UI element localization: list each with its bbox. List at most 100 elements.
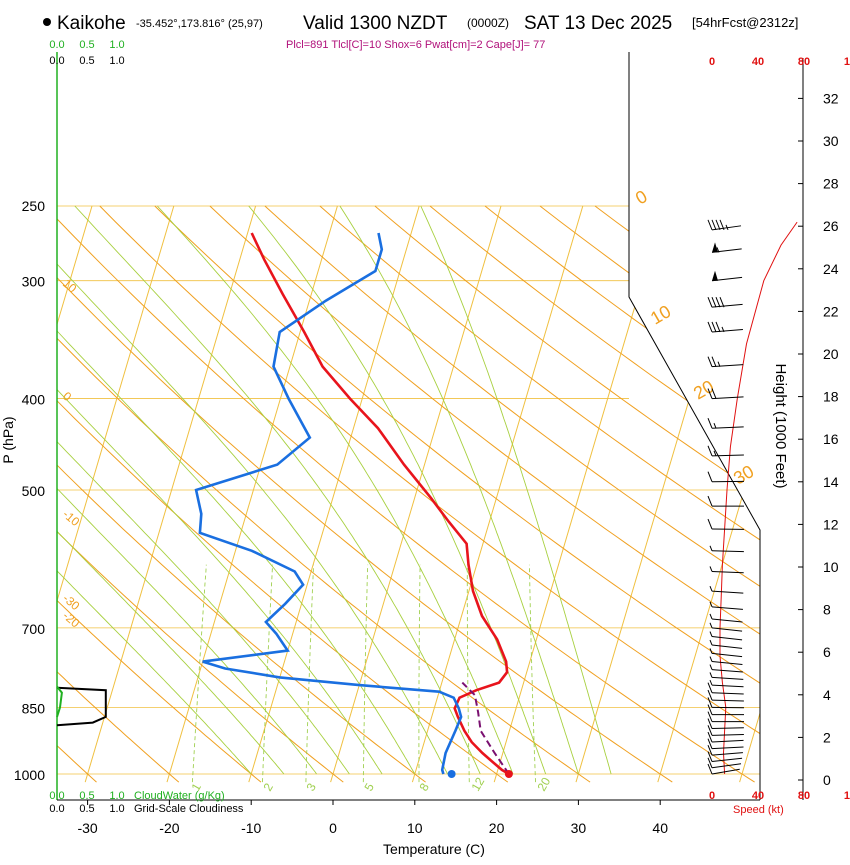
wind-barb bbox=[708, 690, 744, 701]
barb-full bbox=[708, 220, 712, 230]
mixing-ratio-line bbox=[529, 565, 535, 782]
valid-time: Valid 1300 NZDT bbox=[303, 13, 448, 34]
wind-barb bbox=[708, 220, 741, 230]
barb-feathers bbox=[710, 623, 712, 628]
barb-staff bbox=[712, 455, 744, 456]
temp-tick-label: 40 bbox=[652, 820, 668, 836]
barb-half bbox=[710, 586, 712, 591]
barb-full bbox=[716, 220, 720, 230]
cloud-panel: 0.00.00.50.51.01.00.00.00.50.51.01.0Clou… bbox=[49, 39, 244, 815]
barb-staff bbox=[712, 693, 744, 694]
barb-staff bbox=[712, 685, 744, 687]
barb-feathers bbox=[710, 665, 712, 670]
barb-staff bbox=[712, 670, 743, 672]
barb-staff bbox=[712, 735, 744, 736]
height-tick-label: 28 bbox=[823, 176, 839, 192]
wind-barb bbox=[710, 672, 743, 679]
pressure-tick-label: 300 bbox=[22, 274, 46, 290]
adiabat-label: 0 bbox=[632, 186, 651, 208]
barb-feathers bbox=[708, 322, 724, 332]
cloud-cover-profile bbox=[57, 688, 106, 726]
wind-barb bbox=[708, 739, 744, 749]
cloud-water-tick-top: 0.0 bbox=[49, 39, 64, 51]
barb-half bbox=[710, 640, 712, 645]
pressure-tick-label: 500 bbox=[22, 483, 46, 499]
barb-feathers bbox=[710, 640, 712, 645]
y-axis-label: P (hPa) bbox=[0, 416, 16, 463]
wind-barb bbox=[710, 602, 743, 609]
barb-half bbox=[710, 672, 712, 677]
header: Kaikohe -35.452°,173.816° (25,97) Valid … bbox=[43, 13, 798, 51]
station-dot-icon bbox=[43, 18, 51, 26]
height-tick-label: 26 bbox=[823, 218, 839, 234]
barb-full bbox=[716, 297, 720, 307]
pressure-tick-label: 1000 bbox=[14, 767, 45, 783]
temp-tick-label: 0 bbox=[329, 820, 337, 836]
temp-tick-label: 30 bbox=[571, 820, 587, 836]
wind-panel bbox=[708, 220, 797, 774]
barb-feathers bbox=[708, 357, 720, 367]
height-axis-label: Height (1000 Feet) bbox=[772, 363, 789, 488]
barb-staff bbox=[712, 645, 742, 648]
speed-tick-label: 12 bbox=[844, 56, 850, 68]
barb-staff bbox=[712, 753, 743, 755]
height-tick-label: 24 bbox=[823, 261, 839, 277]
adiabat-label: 10 bbox=[647, 301, 674, 328]
speed-tick-label: 80 bbox=[798, 790, 810, 802]
forecast-run: [54hrFcst@2312z] bbox=[692, 15, 798, 30]
barb-feathers bbox=[710, 566, 712, 571]
wind-barb bbox=[708, 322, 743, 332]
dry-adiabat bbox=[0, 206, 672, 782]
isotherm-line bbox=[85, 206, 255, 782]
barb-feathers bbox=[708, 446, 716, 456]
mixing-ratio-line bbox=[419, 565, 420, 782]
sounding-curves bbox=[196, 233, 513, 778]
mixing-ratio-label: 5 bbox=[361, 780, 377, 793]
wind-barb bbox=[712, 271, 742, 281]
pressure-tick-label: 850 bbox=[22, 700, 46, 716]
plot-right-boundary bbox=[629, 52, 760, 800]
wind-barb bbox=[708, 519, 744, 529]
adiabat-label: 20 bbox=[690, 376, 717, 403]
wind-barb bbox=[710, 623, 742, 631]
dry-adiabat bbox=[760, 206, 850, 782]
barb-staff bbox=[712, 551, 744, 552]
mixing-ratio-label: 20 bbox=[534, 775, 553, 794]
dry-adiabat bbox=[210, 206, 850, 782]
height-tick-label: 20 bbox=[823, 346, 839, 362]
height-tick-label: 8 bbox=[823, 602, 831, 618]
valid-utc: (0000Z) bbox=[467, 16, 509, 30]
barb-staff bbox=[712, 747, 744, 749]
speed-tick-label: 80 bbox=[798, 56, 810, 68]
barb-half bbox=[710, 546, 712, 551]
barb-feathers bbox=[708, 519, 712, 529]
x-axis-label: Temperature (C) bbox=[383, 841, 485, 857]
series-temperature bbox=[252, 233, 509, 774]
isotherm-label: 10 bbox=[60, 276, 79, 296]
temp-tick-label: 10 bbox=[407, 820, 423, 836]
wind-barb bbox=[708, 745, 743, 755]
wind-barb bbox=[712, 242, 742, 252]
dry-adiabat bbox=[0, 206, 508, 782]
series-dewpoint bbox=[196, 233, 461, 774]
barb-staff bbox=[712, 427, 744, 428]
cloud-cover-tick-bottom: 0.0 bbox=[49, 803, 64, 815]
isotherm-line bbox=[740, 206, 850, 782]
barb-staff bbox=[712, 628, 742, 631]
height-tick-label: 4 bbox=[823, 687, 831, 703]
barb-full bbox=[712, 220, 716, 230]
mixing-ratio-label: 12 bbox=[468, 775, 487, 794]
wind-barb bbox=[710, 640, 742, 648]
wind-barb bbox=[708, 725, 744, 735]
cloud-water-tick-bottom: 0.0 bbox=[49, 790, 64, 802]
station-coords: -35.452°,173.816° (25,97) bbox=[136, 18, 263, 30]
height-tick-label: 2 bbox=[823, 729, 831, 745]
barb-full bbox=[708, 472, 712, 482]
cloud-cover-tick-top: 0.5 bbox=[79, 55, 94, 67]
barb-full bbox=[708, 496, 712, 506]
barb-feathers bbox=[708, 472, 712, 482]
mixing-ratio-label: 8 bbox=[416, 780, 432, 793]
cloud-water-tick-bottom: 0.5 bbox=[79, 790, 94, 802]
speed-tick-label: 40 bbox=[752, 790, 764, 802]
